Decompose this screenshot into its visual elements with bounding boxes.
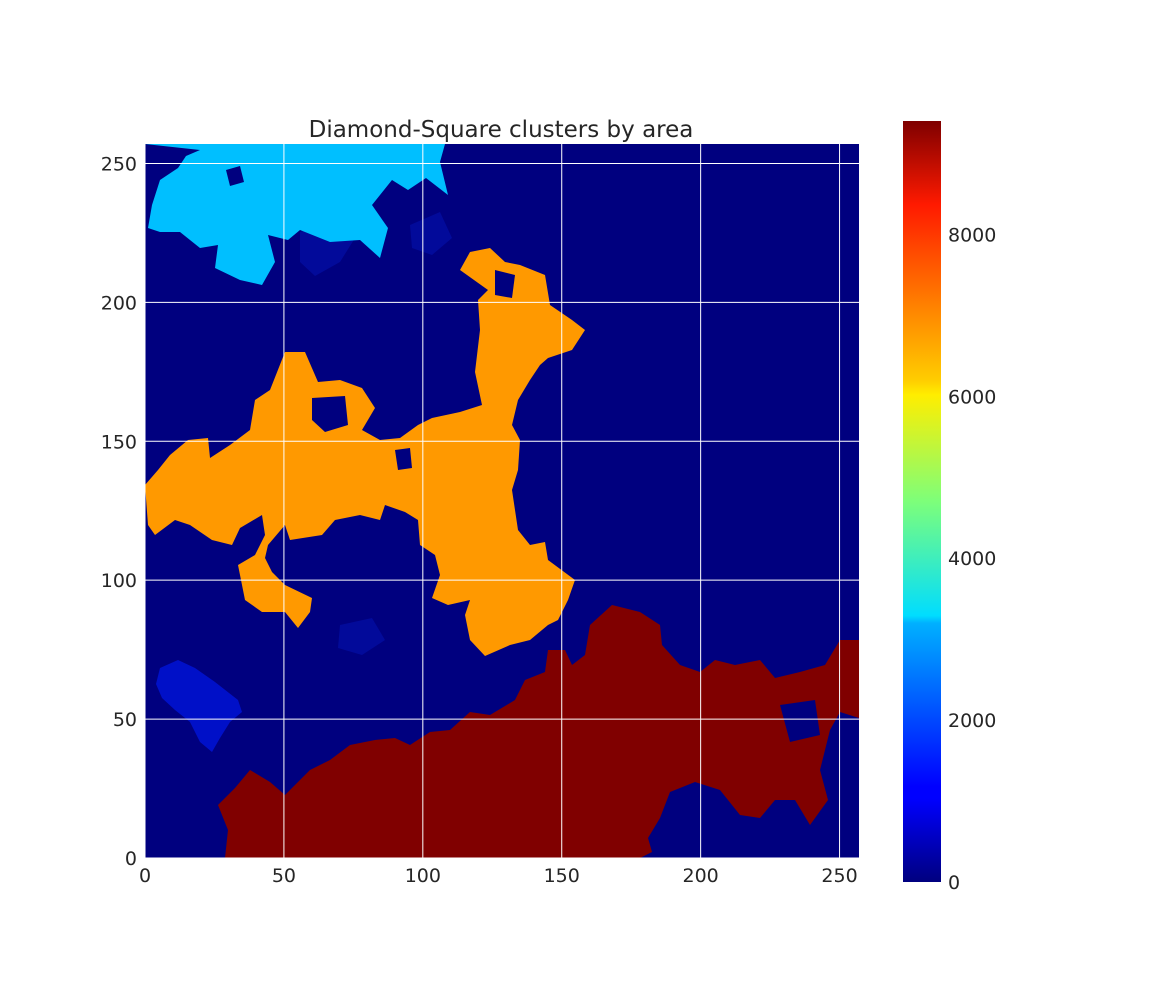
- x-tick-labels: 0 50 100 150 200 250: [139, 865, 858, 887]
- colorbar-tick-label: 0: [948, 872, 960, 894]
- cluster-center-hole-a: [312, 396, 348, 432]
- x-tick-label: 200: [683, 865, 719, 887]
- y-tick-label: 250: [101, 153, 137, 175]
- cluster-top-left-hole: [226, 166, 244, 186]
- y-tick-label: 100: [101, 570, 137, 592]
- colorbar-tick-label: 4000: [948, 548, 996, 570]
- colorbar-tick-labels: 0 2000 4000 6000 8000: [948, 224, 996, 894]
- y-tick-label: 0: [125, 848, 137, 870]
- y-tick-label: 50: [113, 709, 137, 731]
- cluster-faint-c: [338, 618, 385, 655]
- colorbar-tick-label: 6000: [948, 386, 996, 408]
- cluster-top-left: [145, 144, 448, 285]
- cluster-center-hole-b: [495, 270, 515, 298]
- y-tick-label: 150: [101, 431, 137, 453]
- plot-area: [145, 144, 859, 858]
- cluster-center-hole-c: [395, 448, 412, 470]
- colorbar-tick-label: 8000: [948, 224, 996, 246]
- x-tick-label: 0: [139, 865, 151, 887]
- x-tick-label: 150: [544, 865, 580, 887]
- cluster-bottom-right-hole: [780, 700, 820, 742]
- x-tick-label: 100: [405, 865, 441, 887]
- y-tick-label: 200: [101, 292, 137, 314]
- x-tick-label: 50: [272, 865, 296, 887]
- gridlines: [145, 144, 859, 858]
- cluster-faint-b: [410, 212, 452, 255]
- cluster-left-blue: [156, 660, 242, 752]
- x-tick-label: 250: [821, 865, 857, 887]
- y-tick-labels: 0 50 100 150 200 250: [101, 153, 137, 870]
- colorbar: [903, 121, 941, 882]
- colorbar-tick-label: 2000: [948, 710, 996, 732]
- chart-title: Diamond-Square clusters by area: [309, 117, 694, 143]
- cluster-bottom-right: [218, 605, 859, 858]
- cluster-center: [145, 248, 585, 656]
